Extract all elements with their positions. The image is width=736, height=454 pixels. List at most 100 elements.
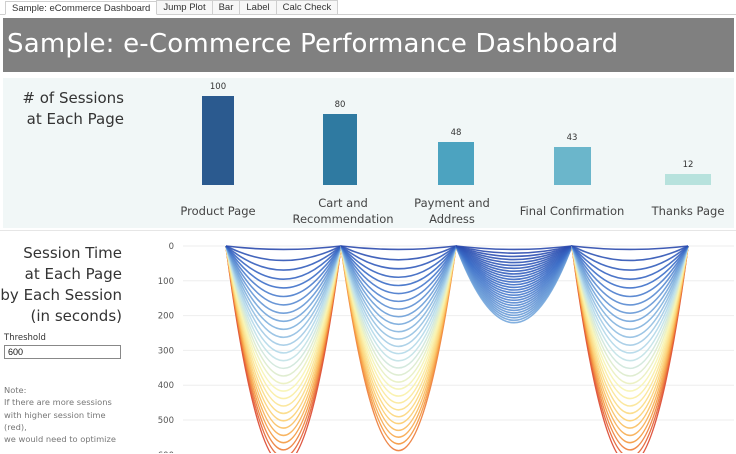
session-arc [340,245,457,333]
funnel-bar[interactable] [323,113,357,185]
session-arc [340,245,457,390]
funnel-bar[interactable] [665,174,711,185]
note-line: If there are more sessions [4,397,112,408]
session-arc [225,245,342,251]
session-arc [225,245,342,280]
funnel-bar-value: 80 [334,99,346,110]
session-arc [225,245,342,289]
session-arc [340,245,457,340]
funnel-panel [3,78,734,228]
session-arc [340,245,457,302]
session-arc [225,245,342,370]
note-line: (red), [4,421,27,432]
note-text: Note: If there are more sessions with high… [4,384,124,445]
note-line: with higher session time [4,409,106,420]
session-arc [455,245,573,275]
dashboard-title: Sample: e-Commerce Performance Dashboard [7,29,619,59]
session-arc [225,245,342,377]
session-arc [571,245,689,271]
session-time-chart: 0 100 200 300 400 500 600 [0,242,736,454]
session-heading: Session Time at Each Page by Each Sessio… [0,244,122,325]
session-arc [225,245,342,392]
session-arc [225,245,342,422]
y-tick-label: 400 [158,381,174,391]
session-arc [571,245,689,251]
y-tick-label: 500 [158,416,174,426]
session-arc [571,245,689,289]
session-arc [571,245,689,298]
session-arc [571,245,689,400]
note-line: Note: [4,385,27,395]
session-arc [225,245,342,306]
funnel-category-label: Payment and Address [414,196,490,226]
tab-calc-check[interactable]: Calc Check [275,0,339,14]
session-arc [225,245,342,323]
y-tick-label: 600 [158,451,174,454]
session-arc [225,245,342,346]
session-arc [340,245,457,251]
session-arc [225,245,342,407]
session-arc [225,245,342,362]
session-arc [340,245,457,261]
tab-label[interactable]: Label [239,0,277,14]
y-tick-label: 0 [169,242,174,252]
session-arc [340,245,457,278]
session-arc [571,245,689,385]
y-tick-label: 100 [158,277,174,287]
threshold-input[interactable] [4,345,121,359]
session-arc [340,245,457,411]
funnel-category-label: Final Confirmation [519,204,625,218]
session-arc [340,245,457,318]
funnel-bar[interactable] [202,96,234,185]
session-arc [571,245,689,262]
session-arc [340,245,457,348]
funnel-bar[interactable] [438,142,474,185]
session-arc [340,245,457,362]
session-arc [225,245,342,354]
session-arc [571,245,689,422]
funnel-bar-value: 12 [682,160,694,171]
session-arc [225,245,342,339]
session-arc [225,245,342,414]
section-divider [0,230,736,231]
title-banner: Sample: e-Commerce Performance Dashboard [3,18,734,72]
session-arc [571,245,689,377]
session-arc [571,245,689,323]
tab-ecommerce-dashboard[interactable]: Sample: eCommerce Dashboard [5,1,158,15]
session-arc [571,245,689,407]
funnel-category-label: Thanks Page [651,204,725,218]
session-arc [571,245,689,346]
session-arc [225,245,342,385]
session-arc [340,245,457,310]
y-tick-label: 300 [158,346,174,356]
session-arc [340,245,457,325]
session-arc [455,245,573,258]
session-arc [225,245,342,330]
funnel-heading: # of Sessions at Each Page [22,89,124,128]
funnel-bar-value: 48 [450,128,462,139]
sheet-tab-bar: Sample: eCommerce Dashboard Jump Plot Ba… [0,0,736,15]
session-arc [340,245,457,369]
tab-bar[interactable]: Bar [211,0,241,14]
session-arc [571,245,689,314]
session-arc [571,245,689,330]
session-arc [455,245,573,270]
session-arc [455,245,573,272]
session-arc [571,245,689,392]
session-arc [340,245,457,270]
session-arc [571,245,689,306]
session-arc [225,245,342,314]
session-arc [340,245,457,383]
session-arc [340,245,457,397]
tab-jump-plot[interactable]: Jump Plot [156,0,213,14]
threshold-label: Threshold [4,333,46,343]
funnel-category-label: Cart and Recommendation [292,196,394,226]
session-arc [455,245,573,254]
funnel-bar[interactable] [553,146,591,185]
session-arc [455,245,573,261]
funnel-bar-value: 43 [566,132,578,143]
session-arc [340,245,457,404]
funnel-category-label: Product Page [180,204,256,218]
session-arc [340,245,457,295]
session-arc [225,245,342,298]
